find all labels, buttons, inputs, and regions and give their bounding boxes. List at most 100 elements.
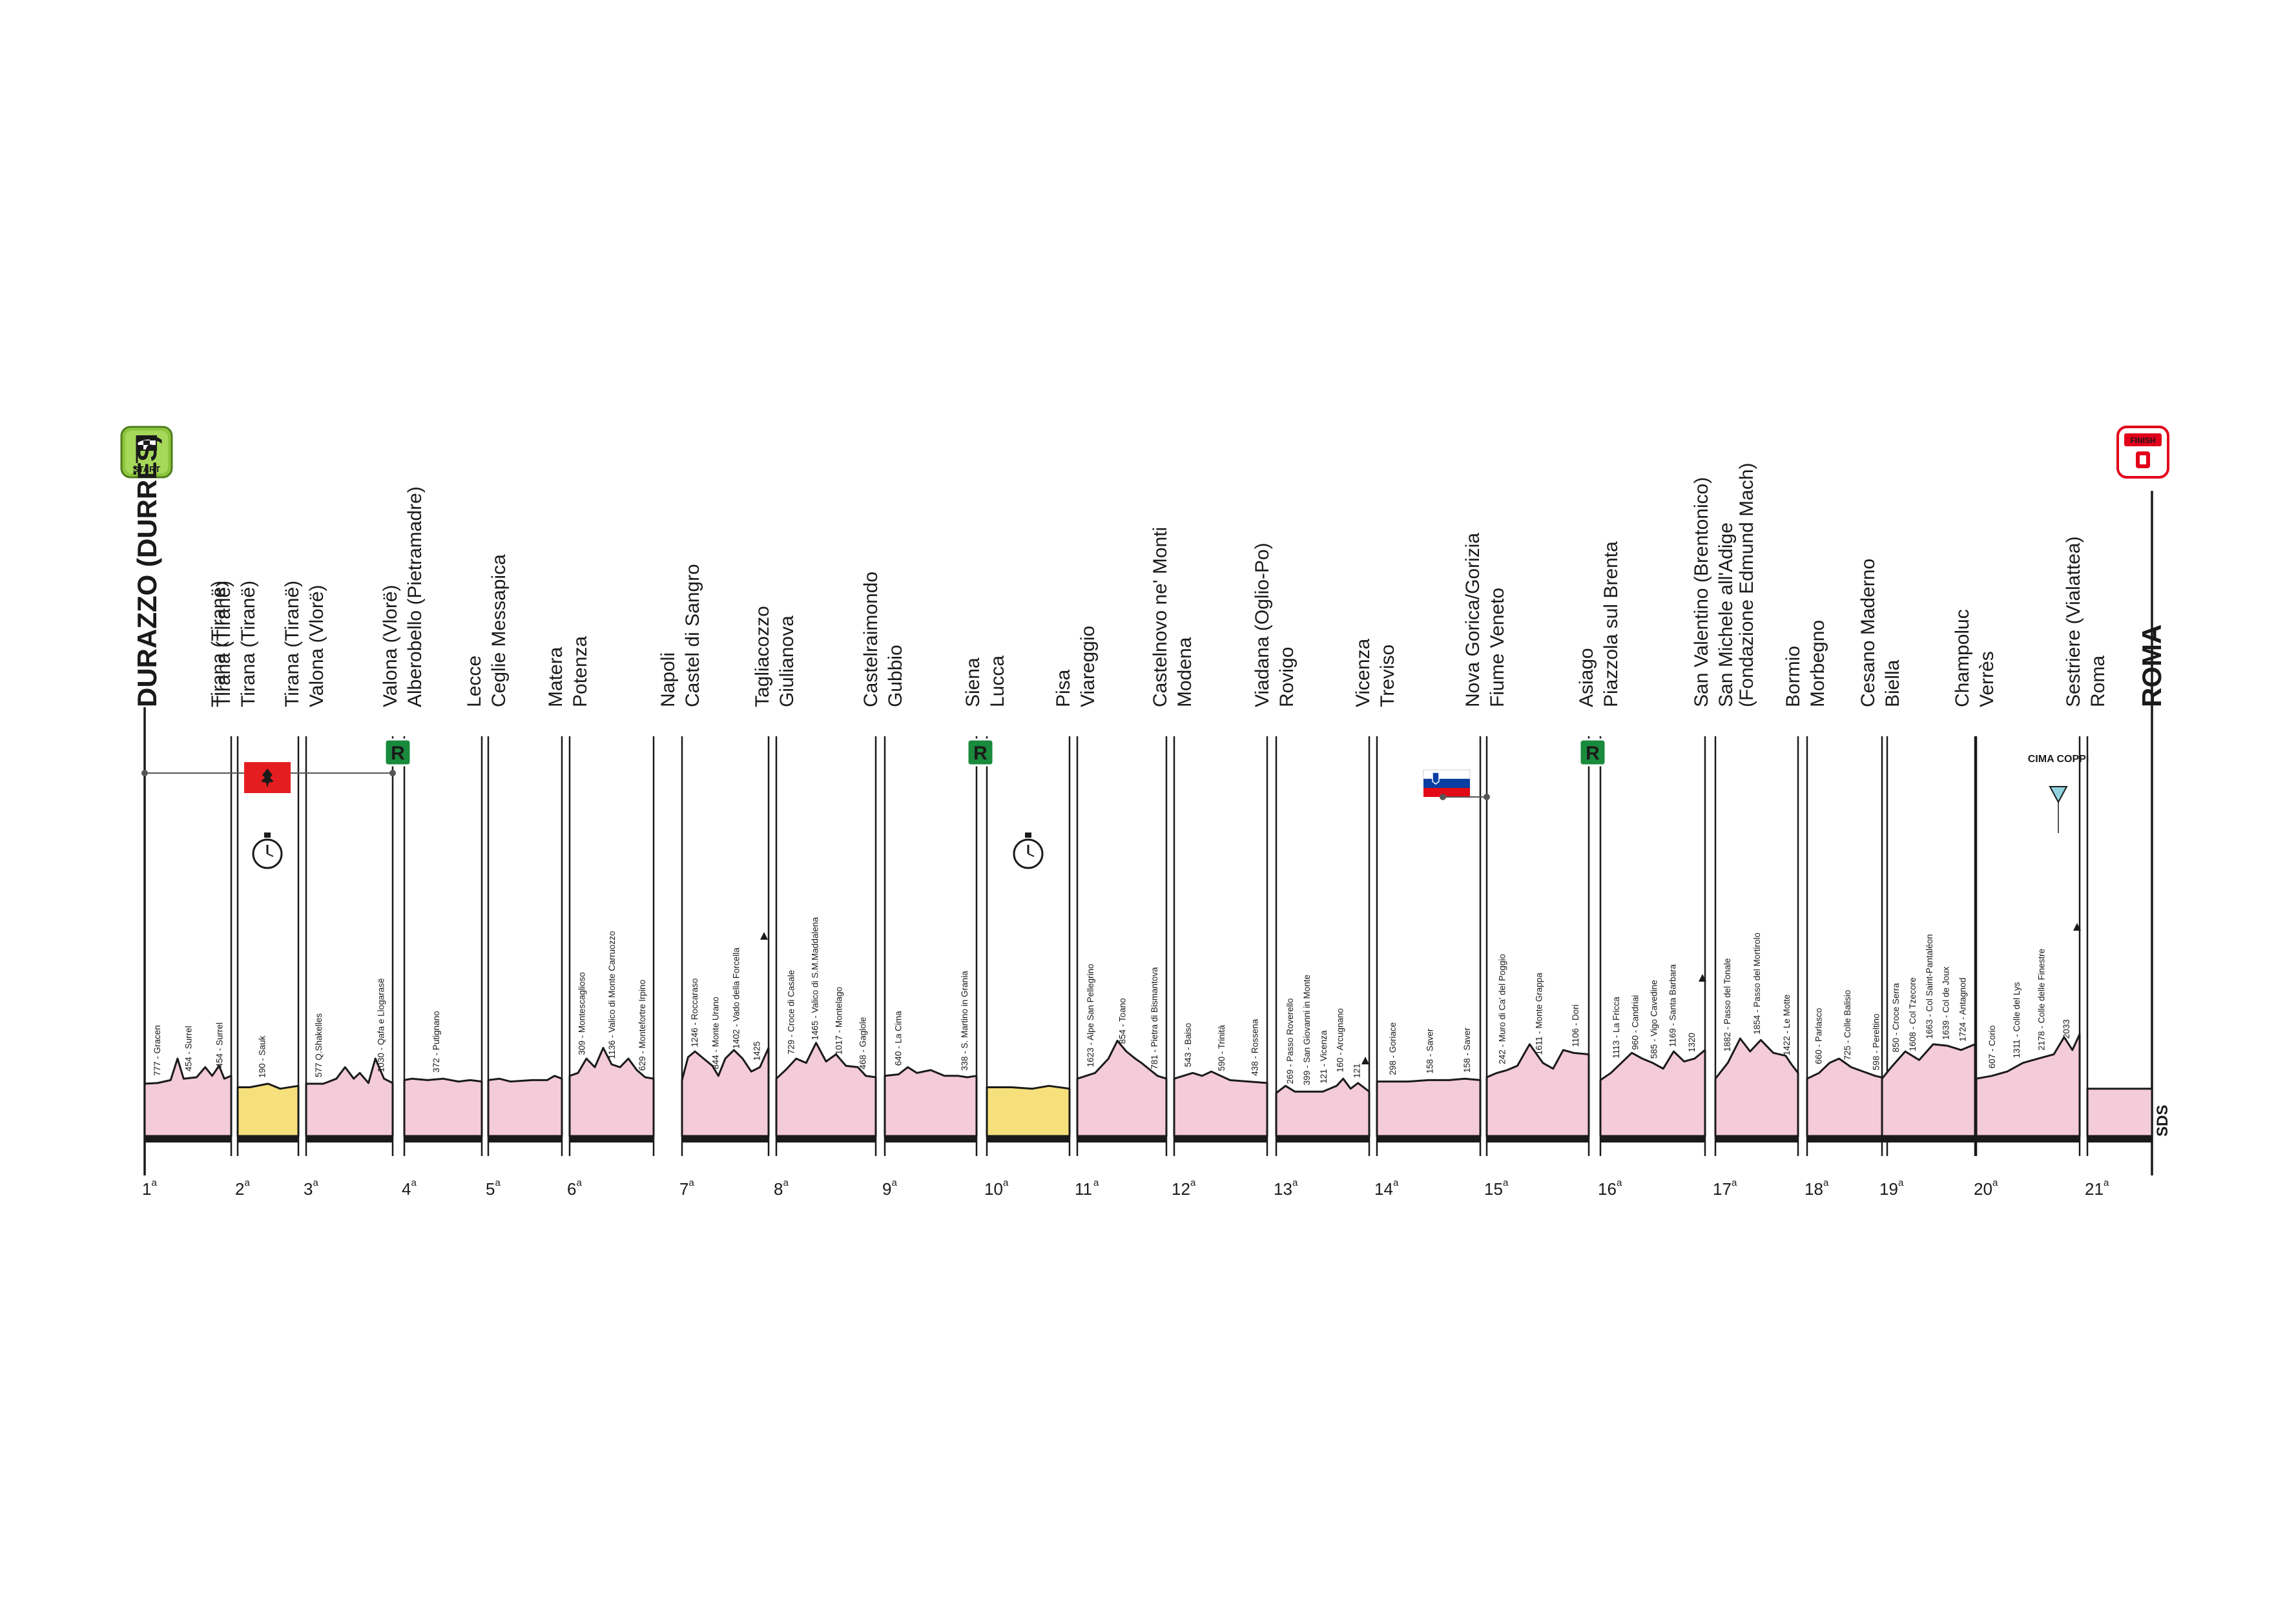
climb-label: 158 - Saver: [1425, 1028, 1434, 1073]
stage-start-city: Nova Gorica/Gorizia: [1462, 533, 1484, 707]
summit-finish-arrow-icon: [1361, 1057, 1369, 1064]
stage-end-city: Fiume Veneto: [1487, 588, 1508, 707]
stage-profile-11: [1076, 1039, 1168, 1137]
climb-label: 1611 - Monte Grappa: [1534, 973, 1544, 1055]
stage-start-city: Lecce: [464, 656, 485, 707]
stage-number: 13 a: [1274, 1177, 1298, 1199]
climb-label: 1030 - Qafa e Llogarasë: [377, 978, 386, 1073]
stage-end-city: Tirana (Tiranë): [238, 581, 259, 707]
climb-label: 585 - Vigo Cavedine: [1650, 980, 1659, 1059]
climb-label: 598 - Pereltino: [1872, 1013, 1881, 1070]
svg-text:15: 15: [1484, 1179, 1503, 1199]
climb-label: 121 - Vicenza: [1319, 1030, 1329, 1084]
rest-day-badge: R: [1578, 738, 1607, 767]
stage-baseline-bar: [1077, 1136, 1166, 1142]
stage-end-city: Piazzola sul Brenta: [1600, 541, 1622, 707]
svg-text:a: a: [1190, 1177, 1196, 1188]
stopwatch-icon: [252, 832, 283, 869]
finish-city: ROMA: [2136, 625, 2167, 707]
stage-baseline-bar: [1882, 1136, 1975, 1142]
svg-text:a: a: [1732, 1177, 1737, 1188]
connector-dot: [389, 770, 396, 776]
stage-number: 18 a: [1805, 1177, 1829, 1199]
cima-coppi-marker: CIMA COPPI: [2028, 754, 2089, 833]
svg-text:18: 18: [1805, 1179, 1823, 1199]
svg-text:a: a: [689, 1177, 695, 1188]
rest-day-label: R: [391, 743, 405, 764]
svg-text:11: 11: [1075, 1179, 1092, 1199]
svg-text:14: 14: [1374, 1179, 1393, 1199]
cima-coppi-label: CIMA COPPI: [2028, 754, 2089, 765]
stage-end-city: Biella: [1882, 659, 1903, 707]
stage-end-city: Verrès: [1976, 651, 1998, 707]
start-city: DURAZZO (DURRËS): [132, 435, 162, 707]
stage-profile-20: [1975, 1033, 2081, 1137]
stage-end-city: Valona (Vlorë): [306, 584, 327, 707]
svg-text:3: 3: [304, 1179, 313, 1199]
stage-numbers: 1 a 2 a 3 a 4 a 5 a 6 a 7 a 8 a 9 a 10 a 11 a 12 a 13 a 14 a 15 a 16 a 1…: [142, 1177, 2109, 1199]
climb-label: 468 - Gaglole: [858, 1017, 868, 1070]
stage-baseline-bar: [404, 1136, 482, 1142]
climb-label: 158 - Saver: [1462, 1028, 1472, 1073]
start-badge: START: [120, 426, 173, 479]
stage-start-city: Matera: [545, 646, 566, 707]
climb-label: 372 - Putignano: [431, 1011, 441, 1072]
climb-label: 1402 - Vado della Forcella: [731, 947, 741, 1049]
stage-end-city-line2: (Fondazione Edmund Mach): [1736, 462, 1757, 707]
stage-profile-12: [1173, 1070, 1268, 1137]
climb-label: 454 - Surrel: [215, 1022, 225, 1068]
summit-finish-arrow-icon: [1699, 974, 1706, 982]
stage-start-city: Napoli: [657, 652, 679, 707]
stage-profile-19: [1881, 1043, 1976, 1137]
stage-end-city: Roma: [2087, 656, 2109, 707]
stage-number: 14 a: [1374, 1177, 1399, 1199]
climb-label: 1106 - Dori: [1571, 1004, 1580, 1047]
climb-label: 725 - Colle Balisio: [1843, 990, 1852, 1060]
svg-text:a: a: [783, 1177, 789, 1188]
stage-baseline-bar: [1807, 1136, 1887, 1142]
climb-label: 298 - Goriace: [1388, 1022, 1398, 1075]
stage-end-city: Modena: [1174, 637, 1195, 707]
svg-text:a: a: [1393, 1177, 1399, 1188]
start-badge-label: START: [133, 464, 160, 474]
stage-end-city: Tirana (Tiranë): [208, 581, 229, 707]
stage-start-city: Castelnovo ne' Monti: [1150, 527, 1171, 707]
stage-start-city: Tirana (Tiranë): [213, 581, 234, 707]
climb-label: 2033: [2062, 1019, 2071, 1039]
climb-label: 543 - Baiso: [1183, 1023, 1193, 1067]
stage-profile-10: [986, 1084, 1071, 1137]
svg-text:a: a: [245, 1177, 251, 1188]
svg-text:a: a: [411, 1177, 417, 1188]
svg-text:1: 1: [142, 1179, 151, 1199]
climb-label: 1608 - Col Tzecore: [1908, 977, 1918, 1051]
climb-labels: 777 - Gracen 454 - Surrel 454 - Surrel 190 …: [152, 917, 2071, 1086]
svg-text:a: a: [1823, 1177, 1829, 1188]
climb-label: 1623 - Alpe San Pellegrino: [1086, 964, 1095, 1067]
connector-dot: [141, 770, 148, 776]
stage-profile-3: [305, 1057, 394, 1137]
climb-label: 160 - Arcugnano: [1336, 1008, 1345, 1072]
climb-label: 844 - Monte Urano: [710, 997, 720, 1070]
climb-label: 1425: [752, 1041, 762, 1060]
summit-finish-arrow-icon: [760, 932, 768, 940]
climb-label: 1663 - Col Saint-Pantaléon: [1925, 934, 1934, 1039]
stage-number: 17 a: [1713, 1177, 1737, 1199]
stage-start-city: Asiago: [1576, 648, 1597, 707]
climb-label: 1882 - Passo del Tonale: [1722, 958, 1732, 1052]
climb-label: 577 Q.Shakelles: [314, 1013, 324, 1077]
climb-label: 1320: [1687, 1033, 1697, 1052]
climb-label: 1465 - Valico di S.M.Maddalena: [811, 917, 820, 1040]
stage-start-city: Champoluc: [1952, 609, 1973, 707]
svg-text:5: 5: [486, 1179, 495, 1199]
stage-baseline-bar: [306, 1136, 393, 1142]
svg-text:12: 12: [1172, 1179, 1190, 1199]
svg-text:a: a: [1292, 1177, 1298, 1188]
stage-number: 10 a: [984, 1177, 1009, 1199]
finish-line-icon: [2136, 451, 2150, 468]
rest-day-label: R: [973, 743, 988, 764]
